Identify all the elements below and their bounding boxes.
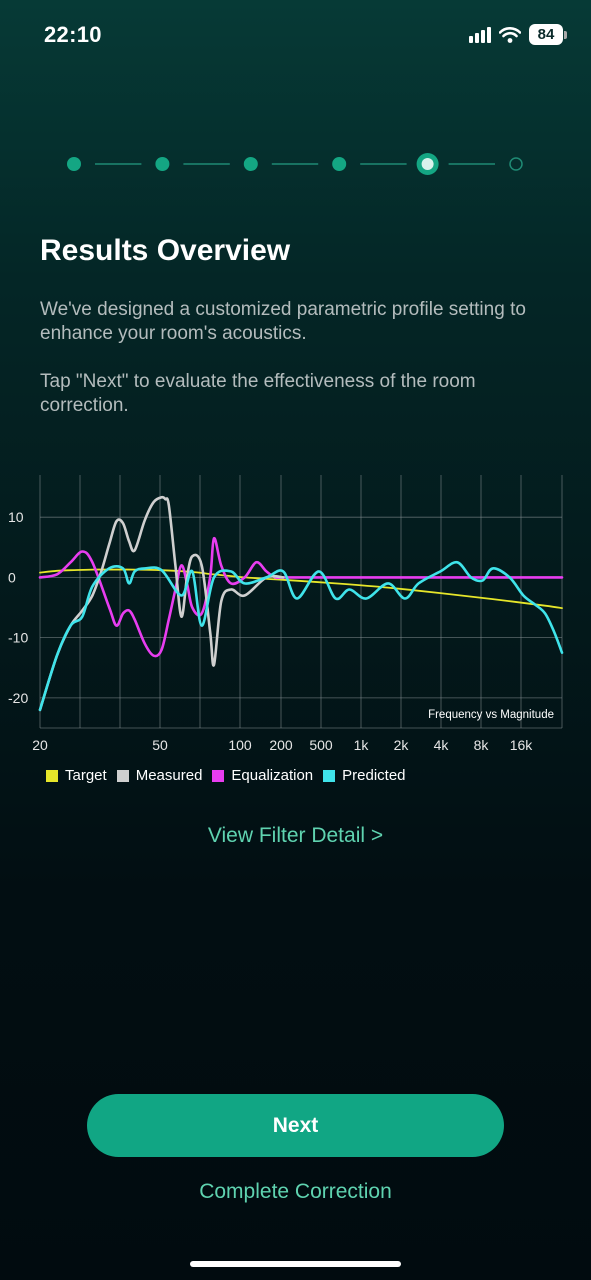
x-tick-label: 2k xyxy=(394,737,410,753)
series-line-measured xyxy=(38,495,285,712)
next-button[interactable]: Next xyxy=(87,1094,504,1157)
wifi-icon xyxy=(499,26,521,43)
stepper-dot-complete xyxy=(243,157,258,171)
x-tick-label: 1k xyxy=(354,737,370,753)
legend-label: Measured xyxy=(135,767,203,784)
view-filter-detail-link[interactable]: View Filter Detail > xyxy=(207,824,384,847)
series-line-equalization xyxy=(38,536,564,658)
page-title: Results Overview xyxy=(40,234,291,267)
legend-swatch-predicted xyxy=(323,769,336,782)
complete-correction-link[interactable]: Complete Correction xyxy=(199,1180,392,1203)
chart-title: Frequency vs Magnitude xyxy=(428,709,554,721)
stepper-dot-complete xyxy=(67,157,81,171)
y-tick-label: -10 xyxy=(8,630,28,646)
status-icons: 84 xyxy=(469,24,567,45)
progress-stepper xyxy=(67,153,523,175)
legend-item-equalization: Equalization xyxy=(212,767,313,784)
legend-item-target: Target xyxy=(46,767,107,784)
legend-label: Predicted xyxy=(342,767,406,784)
x-tick-label: 4k xyxy=(434,737,450,753)
x-tick-label: 500 xyxy=(309,737,333,753)
legend-swatch-equalization xyxy=(212,769,225,782)
x-tick-label: 16k xyxy=(510,737,534,753)
status-time: 22:10 xyxy=(44,22,102,47)
x-tick-label: 8k xyxy=(474,737,490,753)
frequency-chart: 10 0 -10 -20 20 50 100 200 500 1k 2k 4k 8k 16k Frequen… xyxy=(0,470,591,800)
chart-legend: Target Measured Equalization Predicted xyxy=(46,767,416,784)
legend-label: Equalization xyxy=(231,767,314,784)
description-text: Tap "Next" to evaluate the effectiveness… xyxy=(40,371,476,416)
series-line-target xyxy=(39,568,563,609)
series-line-predicted xyxy=(38,560,564,712)
legend-item-measured: Measured xyxy=(116,767,203,784)
y-tick-label: 0 xyxy=(8,569,16,585)
stepper-dot-complete xyxy=(332,157,347,171)
y-tick-label: 10 xyxy=(8,509,24,525)
stepper-dot-pending xyxy=(509,157,523,171)
status-bar: 22:10 84 xyxy=(0,0,591,70)
legend-swatch-target xyxy=(46,769,58,782)
description-text: We've designed a customized parametric p… xyxy=(40,299,526,344)
legend-label: Target xyxy=(65,767,107,784)
home-indicator[interactable] xyxy=(190,1261,401,1267)
battery-level: 84 xyxy=(529,24,563,45)
stepper-dot-complete xyxy=(155,157,170,171)
y-tick-label: -20 xyxy=(8,690,28,706)
legend-item-predicted: Predicted xyxy=(323,767,406,784)
x-tick-label: 20 xyxy=(32,737,48,753)
x-tick-label: 50 xyxy=(152,737,168,753)
stepper-dot-current-inner xyxy=(421,158,434,170)
legend-swatch-measured xyxy=(116,769,129,782)
x-tick-label: 100 xyxy=(228,737,252,753)
signal-icon xyxy=(469,26,491,43)
battery-icon: 84 xyxy=(529,24,567,45)
x-tick-label: 200 xyxy=(269,737,293,753)
